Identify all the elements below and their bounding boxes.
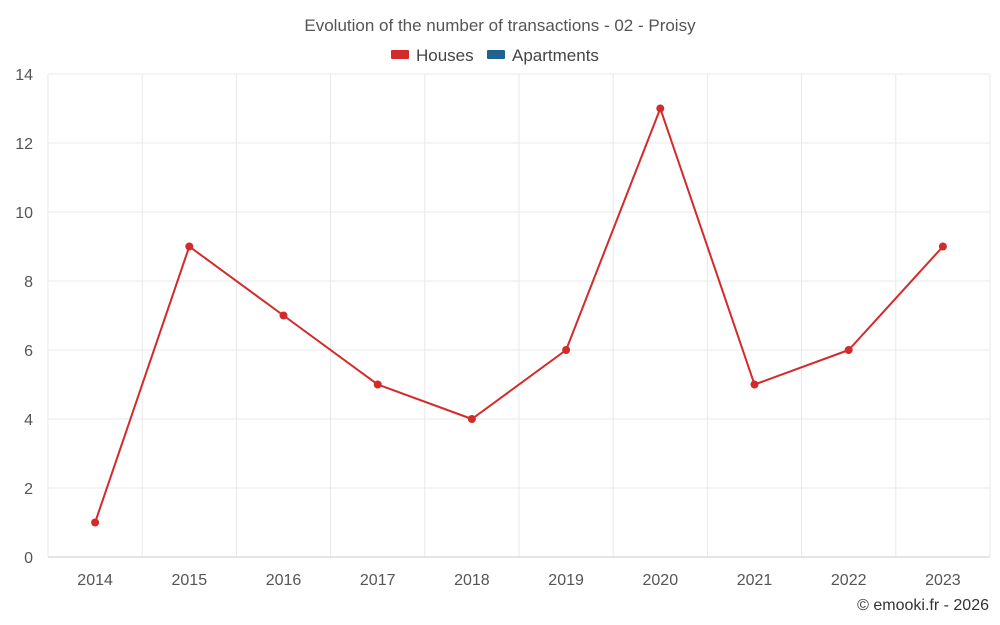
data-point-houses[interactable] bbox=[750, 380, 759, 389]
y-tick-label: 14 bbox=[15, 67, 33, 84]
x-tick-label: 2022 bbox=[831, 572, 867, 589]
data-point-houses[interactable] bbox=[562, 346, 571, 354]
legend-swatch-houses bbox=[391, 50, 409, 59]
data-point-houses[interactable] bbox=[467, 415, 476, 423]
series-line-houses bbox=[94, 107, 944, 523]
y-tick-label: 12 bbox=[15, 136, 33, 153]
y-tick-label: 8 bbox=[24, 274, 33, 291]
y-tick-label: 0 bbox=[24, 550, 33, 567]
y-tick-label: 2 bbox=[24, 481, 33, 498]
legend-label-houses: Houses bbox=[416, 46, 474, 65]
x-tick-label: 2023 bbox=[925, 572, 961, 589]
legend-item-houses[interactable]: Houses bbox=[391, 46, 474, 65]
data-point-houses[interactable] bbox=[373, 380, 382, 389]
x-tick-label: 2019 bbox=[548, 572, 584, 589]
data-point-houses[interactable] bbox=[91, 518, 100, 527]
data-point-houses[interactable] bbox=[844, 346, 853, 354]
x-tick-label: 2014 bbox=[77, 572, 113, 589]
x-tick-label: 2015 bbox=[172, 572, 208, 589]
data-point-houses[interactable] bbox=[185, 242, 194, 251]
data-point-houses[interactable] bbox=[938, 242, 947, 251]
data-point-houses[interactable] bbox=[656, 104, 665, 113]
y-axis-ticks: 0 2 4 6 8 10 12 14 bbox=[15, 67, 33, 567]
x-tick-label: 2018 bbox=[454, 572, 490, 589]
x-tick-label: 2021 bbox=[737, 572, 773, 589]
data-point-houses[interactable] bbox=[279, 311, 288, 320]
y-tick-label: 6 bbox=[24, 343, 33, 360]
y-tick-label: 4 bbox=[24, 412, 33, 429]
legend-label-apartments: Apartments bbox=[512, 46, 599, 65]
chart-legend: Houses Apartments bbox=[391, 46, 599, 65]
legend-swatch-apartments bbox=[487, 50, 505, 59]
chart-title: Evolution of the number of transactions … bbox=[304, 16, 696, 35]
x-axis-ticks: 2014 2015 2016 2017 2018 2019 2020 2021 2022 2023 bbox=[77, 572, 960, 589]
y-tick-label: 10 bbox=[15, 205, 33, 222]
x-tick-label: 2016 bbox=[266, 572, 302, 589]
grid-lines bbox=[47, 73, 991, 557]
x-tick-label: 2017 bbox=[360, 572, 396, 589]
legend-item-apartments[interactable]: Apartments bbox=[487, 46, 599, 65]
x-tick-label: 2020 bbox=[643, 572, 679, 589]
credit-text: © emooki.fr - 2026 bbox=[857, 597, 989, 614]
series-houses bbox=[91, 104, 947, 527]
